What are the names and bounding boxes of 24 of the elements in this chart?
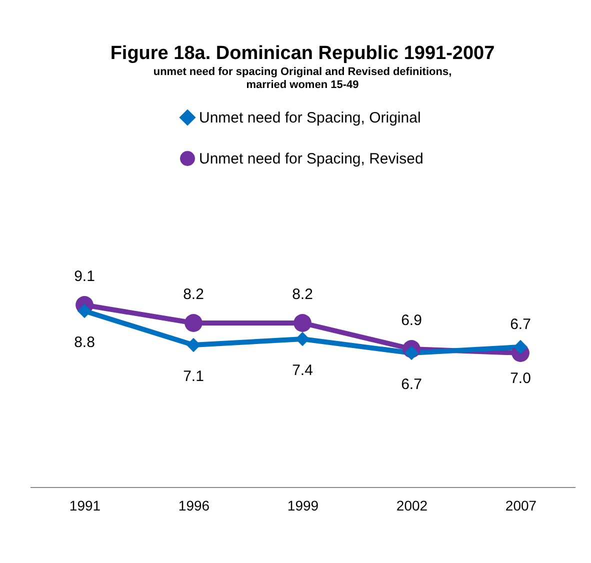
data-label: 7.1 [183, 368, 204, 385]
legend-label: Unmet need for Spacing, Revised [199, 150, 424, 168]
point [294, 314, 312, 332]
data-label: 9.1 [74, 268, 95, 285]
data-label: 7.4 [292, 362, 313, 379]
point [184, 314, 202, 332]
data-label: 6.7 [401, 376, 422, 393]
data-label: 6.9 [401, 312, 422, 329]
data-label: 8.2 [292, 286, 313, 303]
point [513, 340, 528, 354]
x-tick-label: 1991 [69, 498, 101, 514]
x-tick-label: 1996 [178, 498, 210, 514]
data-label: 6.7 [510, 316, 531, 333]
data-label: 8.8 [74, 334, 95, 351]
legend-label: Unmet need for Spacing, Original [199, 110, 421, 126]
data-label: 8.2 [183, 286, 204, 303]
x-tick-label: 2007 [505, 498, 537, 514]
data-label: 7.0 [510, 370, 531, 387]
x-tick-label: 2002 [396, 498, 428, 514]
point [77, 304, 92, 318]
chart-subtitle: unmet need for spacing Original and Revised definitions, married women 15-49 [153, 66, 452, 91]
x-tick-label: 1999 [287, 498, 319, 514]
chart-title: Figure 18a. Dominican Republic 1991-2007 [110, 43, 495, 64]
point [404, 346, 419, 360]
